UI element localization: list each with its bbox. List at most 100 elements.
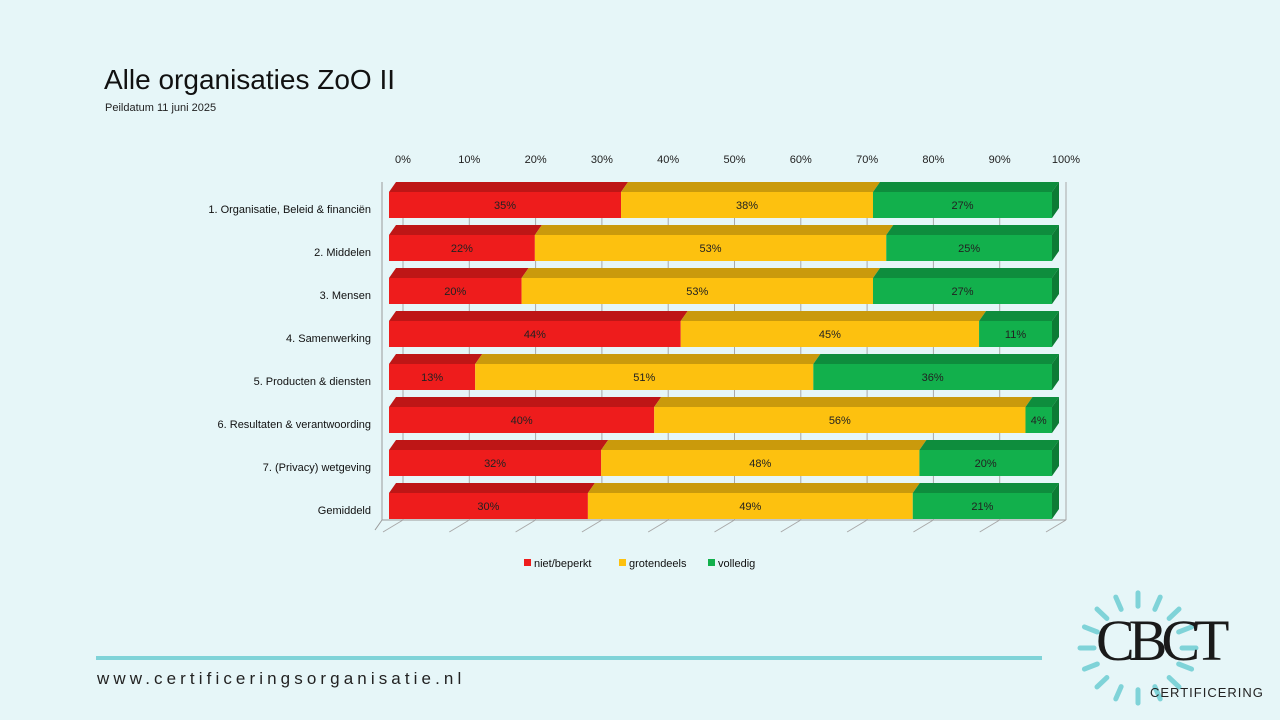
data-label: 51% (633, 372, 655, 384)
data-label: 53% (700, 243, 722, 255)
x-tick-label: 0% (395, 154, 411, 166)
bar-top (389, 268, 529, 278)
gridline-floor (714, 519, 735, 533)
logo-ray (1152, 594, 1163, 612)
bar-top (654, 397, 1033, 407)
bar-top (912, 483, 1059, 493)
bar-segment (389, 321, 681, 347)
logo-ray (1176, 661, 1195, 672)
bar-top (872, 182, 1059, 192)
bar-top (979, 311, 1059, 321)
bar-segment (813, 364, 1052, 390)
x-tick-label: 70% (856, 154, 878, 166)
bar-segment (475, 364, 814, 390)
bar-top (621, 182, 880, 192)
gridline-floor (780, 519, 802, 533)
bar-side (1052, 225, 1059, 261)
bar-segment (1025, 407, 1052, 433)
data-label: 45% (819, 329, 841, 341)
data-label: 20% (975, 458, 997, 470)
page-title: Alle organisaties ZoO II (104, 64, 396, 95)
bar-side (1052, 268, 1059, 304)
bar-top (389, 311, 688, 321)
legend-swatch (524, 559, 531, 566)
gridline-floor (913, 519, 934, 533)
bar-top (521, 268, 880, 278)
bar-segment (680, 321, 980, 347)
data-label: 20% (444, 286, 466, 298)
bar-segment (621, 192, 873, 218)
bar-side (1052, 483, 1059, 519)
logo-ray (1081, 624, 1100, 635)
bar-side (1052, 397, 1059, 433)
logo-subtitle: CERTIFICERING (1150, 685, 1264, 700)
logo-ray (1113, 594, 1124, 612)
data-label: 36% (922, 372, 944, 384)
gridline-floor (979, 519, 1000, 533)
data-label: 27% (951, 286, 973, 298)
data-label: 27% (951, 200, 973, 212)
legend-label: grotendeels (629, 558, 687, 570)
logo-ray (1094, 606, 1110, 621)
footer-url[interactable]: www.certificeringsorganisatie.nl (97, 669, 466, 688)
x-tick-label: 30% (591, 154, 613, 166)
x-tick-label: 20% (525, 154, 547, 166)
data-label: 49% (739, 501, 761, 513)
bar-top (601, 440, 927, 450)
data-label: 21% (971, 501, 993, 513)
x-tick-label: 100% (1052, 154, 1080, 166)
gridline-floor (449, 519, 470, 533)
stacked-bar-chart: 0% 10% 20% 30% 40% 50% 60% 70% 80% 90% 100% 1. Orga… (208, 154, 1080, 570)
bar-top (680, 311, 987, 321)
gridline-floor (382, 519, 404, 533)
bar-top (872, 268, 1059, 278)
logo-ray (1094, 675, 1110, 690)
bar-segment (872, 192, 1052, 218)
category-label: 2. Middelen (314, 247, 371, 259)
data-label: 35% (494, 200, 516, 212)
category-label: 6. Resultaten & verantwoording (218, 419, 371, 431)
bar-segment (389, 407, 655, 433)
category-label: 7. (Privacy) wetgeving (263, 462, 371, 474)
bar-top (886, 225, 1059, 235)
gridline-floor (647, 519, 669, 533)
bar-segment (389, 493, 588, 519)
data-label: 25% (958, 243, 980, 255)
logo-ray (1166, 675, 1182, 690)
x-tick-label: 80% (922, 154, 944, 166)
logo-ray (1152, 684, 1163, 702)
logo-ray (1176, 624, 1195, 635)
bar-side (1052, 440, 1059, 476)
legend-label: volledig (718, 558, 755, 570)
bar-top (389, 354, 483, 364)
data-label: 13% (421, 372, 443, 384)
bar-segment (886, 235, 1052, 261)
legend-label: niet/beperkt (534, 558, 591, 570)
data-label: 22% (451, 243, 473, 255)
logo-wordmark: CBCT (1096, 608, 1229, 673)
category-label: 4. Samenwerking (286, 333, 371, 345)
bar-top (475, 354, 821, 364)
bar-top (389, 397, 662, 407)
bar-top (389, 225, 542, 235)
bar-segment (389, 450, 602, 476)
logo-ray (1166, 606, 1182, 621)
category-label: 5. Producten & diensten (254, 376, 371, 388)
bar-side (1052, 354, 1059, 390)
x-tick-label: 40% (657, 154, 679, 166)
x-tick-label: 60% (790, 154, 812, 166)
bar-top (389, 440, 609, 450)
bar-top (1025, 397, 1059, 407)
bar-segment (521, 278, 873, 304)
footer-divider (96, 656, 1042, 660)
data-label: 53% (686, 286, 708, 298)
legend-swatch (619, 559, 626, 566)
category-label: Gemiddeld (318, 505, 371, 517)
x-tick-label: 90% (989, 154, 1011, 166)
bar-side (1052, 311, 1059, 347)
bar-segment (389, 192, 622, 218)
data-label: 40% (511, 415, 533, 427)
data-label: 56% (829, 415, 851, 427)
bar-segment (979, 321, 1052, 347)
legend-swatch (708, 559, 715, 566)
